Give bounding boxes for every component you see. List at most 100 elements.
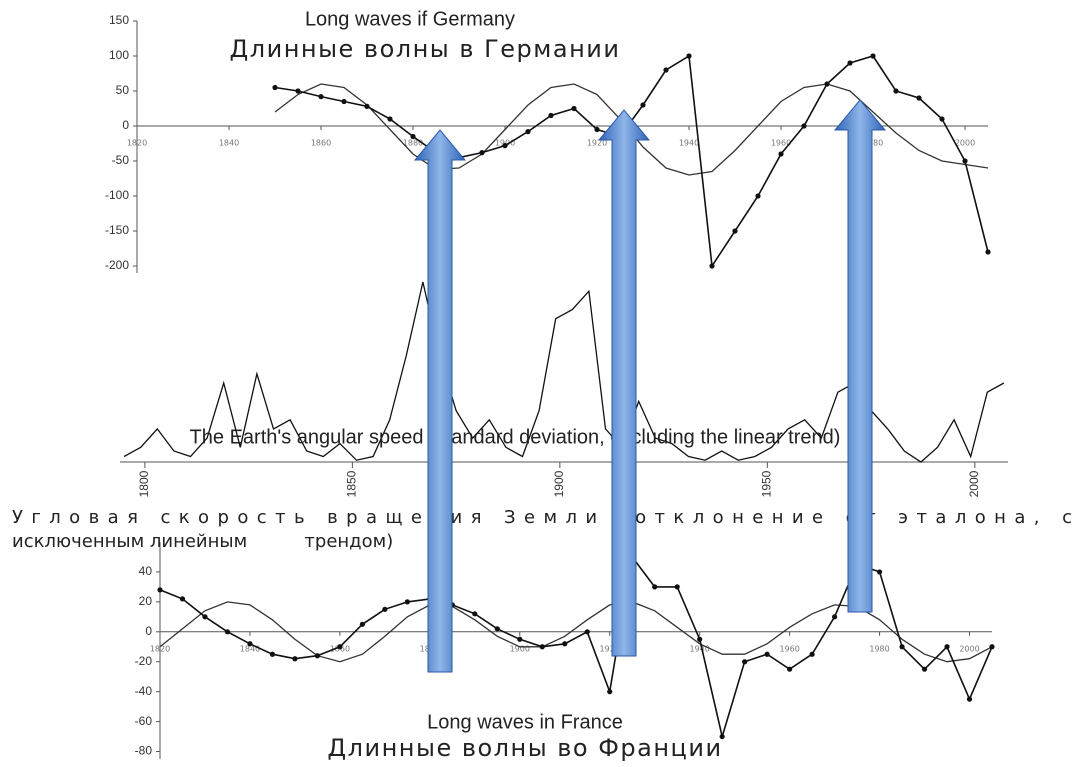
data-point — [224, 629, 231, 635]
data-point — [594, 126, 600, 133]
data-point — [755, 193, 761, 199]
y-tick-label: -80 — [135, 744, 153, 758]
data-point — [318, 94, 324, 100]
x-tick-label: 1980 — [869, 644, 889, 653]
data-point — [801, 123, 807, 129]
arrow — [833, 99, 887, 613]
data-point — [809, 651, 815, 657]
data-point — [179, 596, 186, 602]
y-tick-label: -150 — [105, 223, 129, 237]
x-tick-label: 1920 — [587, 139, 607, 148]
x-tick-label: 1840 — [240, 644, 260, 653]
data-point — [607, 689, 613, 695]
x-tick-label: 1800 — [137, 470, 151, 497]
data-point — [479, 150, 485, 156]
y-tick-label: 20 — [139, 594, 153, 608]
x-tick-label: 2000 — [967, 470, 981, 497]
title-en: The Earth's angular speed (standard devi… — [190, 426, 841, 448]
data-point — [778, 151, 784, 157]
title-en: Long waves if Germany — [305, 8, 515, 30]
arrows — [413, 99, 887, 673]
data-point — [674, 584, 680, 590]
x-tick-label: 1920 — [600, 644, 620, 653]
x-tick-label: 1850 — [345, 470, 359, 497]
data-point — [742, 659, 748, 665]
data-point — [292, 656, 298, 662]
arrow — [597, 109, 651, 657]
data-point — [697, 636, 703, 642]
data-point — [525, 129, 531, 135]
y-tick-label: 100 — [109, 48, 129, 62]
data-point — [709, 263, 715, 269]
data-point — [157, 587, 163, 593]
y-tick-label: -100 — [105, 188, 129, 202]
data-point — [719, 733, 725, 740]
data-point — [341, 98, 347, 105]
data-point — [382, 606, 388, 612]
data-point — [202, 614, 208, 620]
data-point — [985, 249, 991, 255]
y-tick-label: -50 — [112, 153, 130, 167]
data-point — [548, 112, 554, 119]
data-point — [876, 569, 883, 575]
y-tick-label: -60 — [135, 714, 153, 728]
data-point — [686, 53, 692, 59]
data-point — [269, 651, 276, 657]
x-tick-label: 1880 — [403, 139, 423, 148]
title-en: Long waves in France — [427, 711, 623, 733]
data-point — [539, 644, 545, 650]
data-point — [517, 636, 523, 642]
y-tick-label: 0 — [122, 118, 129, 132]
x-tick-label: 1980 — [863, 139, 883, 148]
data-point — [899, 644, 905, 650]
data-point — [562, 641, 568, 647]
data-point — [921, 666, 928, 672]
data-point — [272, 84, 278, 91]
x-tick-label: 1960 — [771, 139, 791, 148]
x-tick-label: 2000 — [959, 644, 979, 653]
x-tick-label: 1860 — [311, 139, 331, 148]
data-point — [944, 644, 950, 650]
y-tick-label: -20 — [135, 654, 153, 668]
data-point — [652, 584, 658, 590]
y-tick-label: 40 — [139, 564, 153, 578]
x-tick-label: 1940 — [679, 139, 699, 148]
data-point — [939, 116, 945, 122]
data-point — [584, 629, 590, 635]
data-point — [916, 95, 922, 101]
data-point — [404, 599, 410, 605]
data-point — [314, 653, 321, 659]
data-point — [824, 81, 830, 87]
x-tick-label: 1940 — [689, 644, 709, 653]
x-tick-label: 1900 — [495, 139, 515, 148]
title-ru: Угловая скорость вращения Земли (отклоне… — [12, 507, 1072, 528]
data-point — [847, 60, 853, 66]
data-point — [359, 621, 365, 627]
data-point — [663, 67, 669, 73]
x-tick-label: 1950 — [759, 470, 773, 497]
data-point — [640, 102, 646, 108]
data-point — [870, 53, 876, 59]
data-point — [494, 626, 500, 632]
y-tick-label: -40 — [135, 684, 153, 698]
data-point — [387, 116, 393, 122]
data-point — [364, 103, 370, 109]
data-point — [295, 88, 301, 94]
data-point — [732, 228, 738, 234]
data-point — [571, 105, 577, 112]
y-tick-label: 50 — [116, 83, 130, 97]
x-tick-label: 2000 — [955, 139, 975, 148]
x-tick-label: 1960 — [779, 644, 799, 653]
x-tick-label: 1840 — [219, 139, 239, 148]
title-ru: Длинные волны во Франции — [327, 734, 722, 762]
data-point — [966, 696, 973, 702]
data-point — [787, 666, 793, 672]
data-point — [989, 644, 995, 650]
data-point — [247, 641, 253, 647]
x-tick-label: 1900 — [510, 644, 530, 653]
data-point — [893, 88, 899, 94]
title-ru: исключенным линейным трендом) — [12, 531, 393, 552]
data-point — [337, 644, 343, 650]
data-point — [831, 614, 838, 620]
